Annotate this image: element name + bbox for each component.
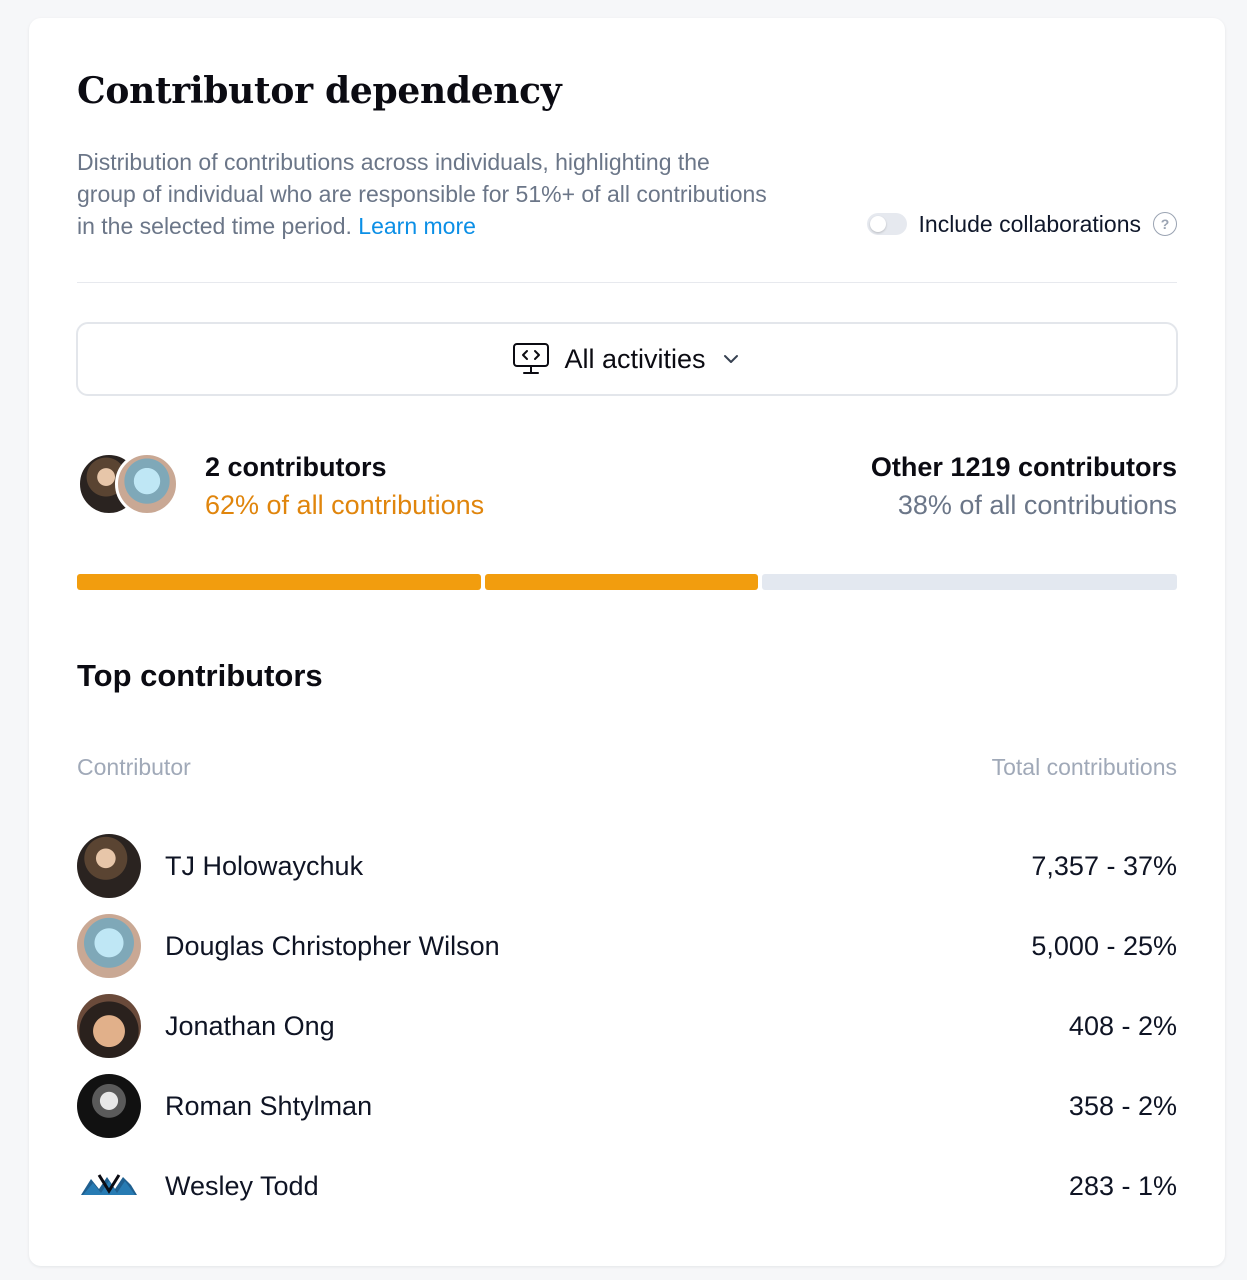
contributor-dependency-card: Contributor dependency Distribution of c… xyxy=(29,18,1225,1266)
avatar xyxy=(115,452,179,516)
column-header-total: Total contributions xyxy=(991,754,1177,780)
column-header-contributor: Contributor xyxy=(77,754,191,780)
top-contributors-summary: 2 contributors 62% of all contributions xyxy=(77,450,484,526)
contributor-name: Roman Shtylman xyxy=(165,1090,373,1121)
chevron-down-icon xyxy=(720,348,742,370)
toggle-knob xyxy=(869,216,886,232)
table-row[interactable]: TJ Holowaychuk 7,357 - 37% xyxy=(77,826,1177,906)
include-collaborations: Include collaborations ? xyxy=(866,208,1177,240)
contributors-table: TJ Holowaychuk 7,357 - 37% Douglas Chris… xyxy=(77,826,1177,1226)
include-collaborations-label: Include collaborations xyxy=(918,210,1141,237)
question-circle-icon[interactable]: ? xyxy=(1153,212,1177,236)
top-contributors-title: Top contributors xyxy=(77,658,323,693)
contribution-value: 358 - 2% xyxy=(1068,1090,1177,1121)
contribution-value: 5,000 - 25% xyxy=(1031,930,1177,961)
top-contributor-segment xyxy=(485,574,759,590)
top-contributors-count: 2 contributors xyxy=(205,452,387,482)
avatar xyxy=(77,834,141,898)
learn-more-link[interactable]: Learn more xyxy=(358,213,476,239)
table-row[interactable]: Roman Shtylman 358 - 2% xyxy=(77,1066,1177,1146)
include-collaborations-toggle[interactable] xyxy=(866,213,907,235)
other-contributors-count: Other 1219 contributors xyxy=(870,452,1177,482)
contribution-value: 7,357 - 37% xyxy=(1031,850,1177,881)
top-contributor-segment xyxy=(77,574,482,590)
other-contributors-summary: Other 1219 contributors 38% of all contr… xyxy=(871,450,1177,526)
table-row[interactable]: Wesley Todd 283 - 1% xyxy=(77,1146,1177,1226)
avatar xyxy=(77,994,141,1058)
activity-type-select[interactable]: All activities xyxy=(76,322,1178,396)
contribution-distribution-bar xyxy=(77,574,1177,590)
contribution-value: 283 - 1% xyxy=(1068,1170,1177,1201)
description-text: Distribution of contributions across ind… xyxy=(77,149,767,239)
activity-select-label: All activities xyxy=(564,343,706,374)
card-title: Contributor dependency xyxy=(77,70,562,112)
monitor-code-icon xyxy=(512,342,550,376)
avatar-stack xyxy=(77,450,183,520)
avatar xyxy=(77,1074,141,1138)
contributor-name: Wesley Todd xyxy=(165,1170,319,1201)
table-row[interactable]: Jonathan Ong 408 - 2% xyxy=(77,986,1177,1066)
contributor-name: Jonathan Ong xyxy=(165,1010,335,1041)
header-divider xyxy=(77,282,1177,283)
contributor-name: Douglas Christopher Wilson xyxy=(165,930,500,961)
avatar-logo xyxy=(77,1154,141,1218)
top-contributors-share: 62% of all contributions xyxy=(205,490,485,520)
contributor-name: TJ Holowaychuk xyxy=(165,850,364,881)
other-contributors-segment xyxy=(762,574,1177,590)
other-contributors-share: 38% of all contributions xyxy=(897,490,1177,520)
top-summary-text: 2 contributors 62% of all contributions xyxy=(205,450,484,526)
card-description: Distribution of contributions across ind… xyxy=(77,146,767,242)
contribution-value: 408 - 2% xyxy=(1068,1010,1177,1041)
avatar xyxy=(77,914,141,978)
table-row[interactable]: Douglas Christopher Wilson 5,000 - 25% xyxy=(77,906,1177,986)
